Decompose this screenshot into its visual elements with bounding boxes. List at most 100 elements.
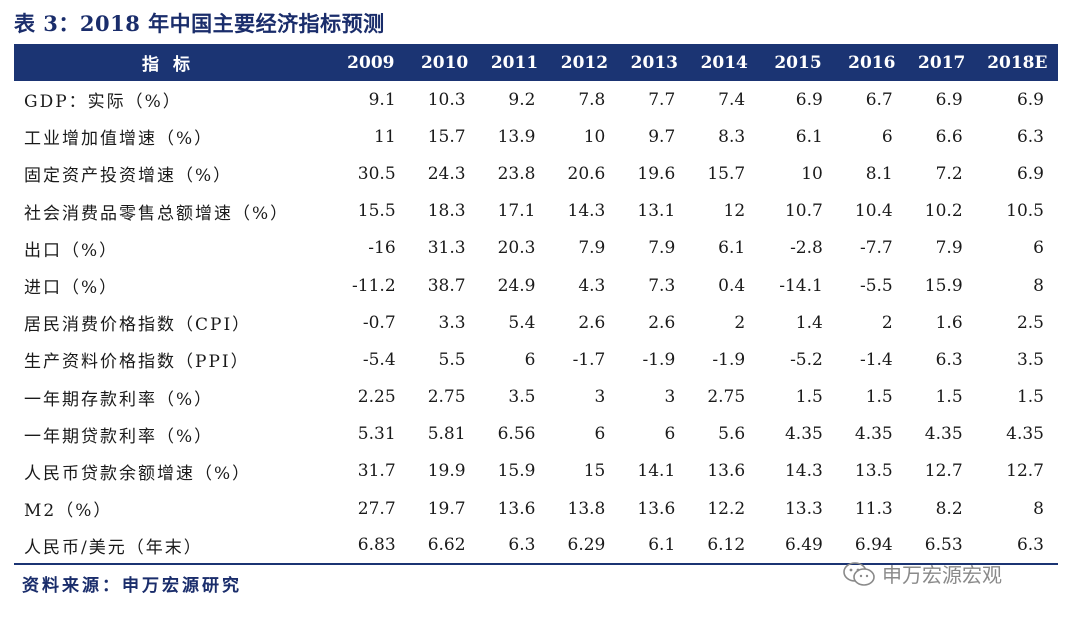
table-cell: -1.4 [859,349,893,370]
table-cell: 10 [583,126,606,147]
table-cell: 13.1 [637,201,676,222]
table-cell: -7.7 [859,238,893,259]
table-cell: 6.56 [497,424,536,445]
table-row: 生产资料价格指数（PPI） -5.4 5.5 6 -1.7 -1.9 -1.9 -5.2 -1.… [14,341,1058,378]
table-cell: 1.5 [935,387,963,408]
table-cell: 6 [1033,238,1044,259]
table-cell: 4.35 [784,424,823,445]
table-cell: 10.5 [1006,201,1044,222]
table-cell: 13.8 [567,498,606,519]
table-cell: 6 [881,126,893,147]
table-cell: 6.12 [689,527,760,566]
table-cell: 6.9 [1016,89,1044,110]
table-cell: 8.2 [935,498,963,519]
table-cell: 15.5 [357,201,396,222]
row-label: 一年期贷款利率（%） [24,426,214,447]
table-cell: 15 [583,461,606,482]
watermark-text: 申万宏源宏观 [882,563,1002,587]
table-cell: 6.9 [935,89,963,110]
table-cell: 5.4 [508,312,536,333]
table-cell: -1.9 [712,349,746,370]
table-cell: 3 [594,387,606,408]
header-label: 指标 [142,55,204,75]
table-cell: 13.5 [854,461,893,482]
table-cell: 6.83 [332,527,410,566]
table-cell: 7.9 [578,238,606,259]
wechat-icon [843,561,875,586]
table-cell: 6.53 [906,527,977,566]
table-cell: -5.5 [859,275,893,296]
table-cell: 7.7 [648,89,676,110]
table-cell: 2 [881,312,893,333]
table-cell: 7.4 [718,89,746,110]
header-year: 2018E [987,52,1048,73]
table-cell: 9.7 [648,126,676,147]
table-row: 人民币/美元（年末） 6.83 6.62 6.3 6.29 6.1 6.12 6.49 6.94… [14,527,1058,566]
table-row: 进口（%） -11.2 38.7 24.9 4.3 7.3 0.4 -14.1 -5.5 15.9… [14,267,1058,304]
table-cell: 6 [594,424,606,445]
table-cell: 1.5 [1016,387,1044,408]
table-row: 工业增加值增速（%） 11 15.7 13.9 10 9.7 8.3 6.1 6 6.6 6.3 [14,118,1058,155]
table-row: 人民币贷款余额增速（%） 31.7 19.9 15.9 15 14.1 13.6 14.3 13… [14,453,1058,490]
table-cell: 6.1 [718,238,746,259]
table-cell: 6.3 [479,527,550,566]
header-year: 2011 [490,52,539,73]
table-cell: 2.6 [648,312,676,333]
table-cell: 13.6 [707,461,746,482]
row-label: 生产资料价格指数（PPI） [24,352,250,373]
header-year: 2015 [774,52,822,73]
table-row: 一年期存款利率（%） 2.25 2.75 3.5 3 3 2.75 1.5 1.5 1.5 1.5 [14,379,1058,416]
table-cell: 15.7 [427,126,466,147]
table-cell: 15.7 [707,163,746,184]
table-cell: 1.5 [865,387,893,408]
row-label: 进口（%） [24,278,119,299]
table-cell: -14.1 [779,275,823,296]
header-year: 2012 [560,52,609,73]
table-cell: 12.7 [924,461,963,482]
table-cell: 24.9 [497,275,536,296]
table-cell: 19.6 [637,163,676,184]
table-cell: 7.2 [935,163,963,184]
table-cell: 5.6 [718,424,746,445]
table-cell: 6.62 [409,527,480,566]
table-cell: 27.7 [357,498,396,519]
row-label: 社会消费品零售总额增速（%） [24,203,290,224]
row-label: GDP：实际（%） [24,92,182,113]
table-cell: -1.7 [572,349,606,370]
table-cell: 17.1 [497,201,536,222]
table-cell: 0.4 [718,275,746,296]
table-title: 表 3：2018 年中国主要经济指标预测 [14,11,385,36]
table-cell: 12.2 [707,498,746,519]
table-cell: 38.7 [427,275,466,296]
table-row: 出口（%） -16 31.3 20.3 7.9 7.9 6.1 -2.8 -7.7 7.9 6 [14,230,1058,267]
source-note: 资料来源：申万宏源研究 [22,576,242,596]
table-cell: 4.35 [924,424,963,445]
row-label: 工业增加值增速（%） [24,129,214,150]
table-cell: 1.6 [935,312,963,333]
table-cell: 3.5 [1016,349,1044,370]
table-cell: 13.9 [497,126,536,147]
table-row: 居民消费价格指数（CPI） -0.7 3.3 5.4 2.6 2.6 2 1.4 2 1.6 2.5 [14,304,1058,341]
row-label: 人民币/美元（年末） [14,527,332,566]
table-cell: -5.2 [790,349,823,370]
table-cell: 6.9 [795,89,823,110]
table-cell: -1.9 [642,349,676,370]
table-cell: 7.9 [935,238,963,259]
table-body: GDP：实际（%） 9.1 10.3 9.2 7.8 7.7 7.4 6.9 6.7 6.9 6.9… [14,81,1058,566]
table-cell: 6 [524,349,536,370]
table-cell: 2.6 [578,312,606,333]
table-cell: 19.9 [427,461,466,482]
indicator-table: 指标 2009 2010 2011 2012 2013 2014 2015 2016 2017 2… [14,44,1058,566]
table-cell: 31.7 [357,461,396,482]
table-cell: 2.5 [1016,312,1044,333]
table-cell: 1.4 [795,312,823,333]
row-label: 出口（%） [24,240,119,261]
header-year: 2014 [700,52,748,73]
header-year: 2017 [918,52,966,73]
table-cell: 6.1 [795,126,823,147]
table-cell: 12 [723,201,746,222]
header-year: 2010 [420,52,469,73]
table-cell: 2.25 [357,387,396,408]
table-cell: 11 [374,126,396,147]
table-cell: 13.6 [637,498,676,519]
